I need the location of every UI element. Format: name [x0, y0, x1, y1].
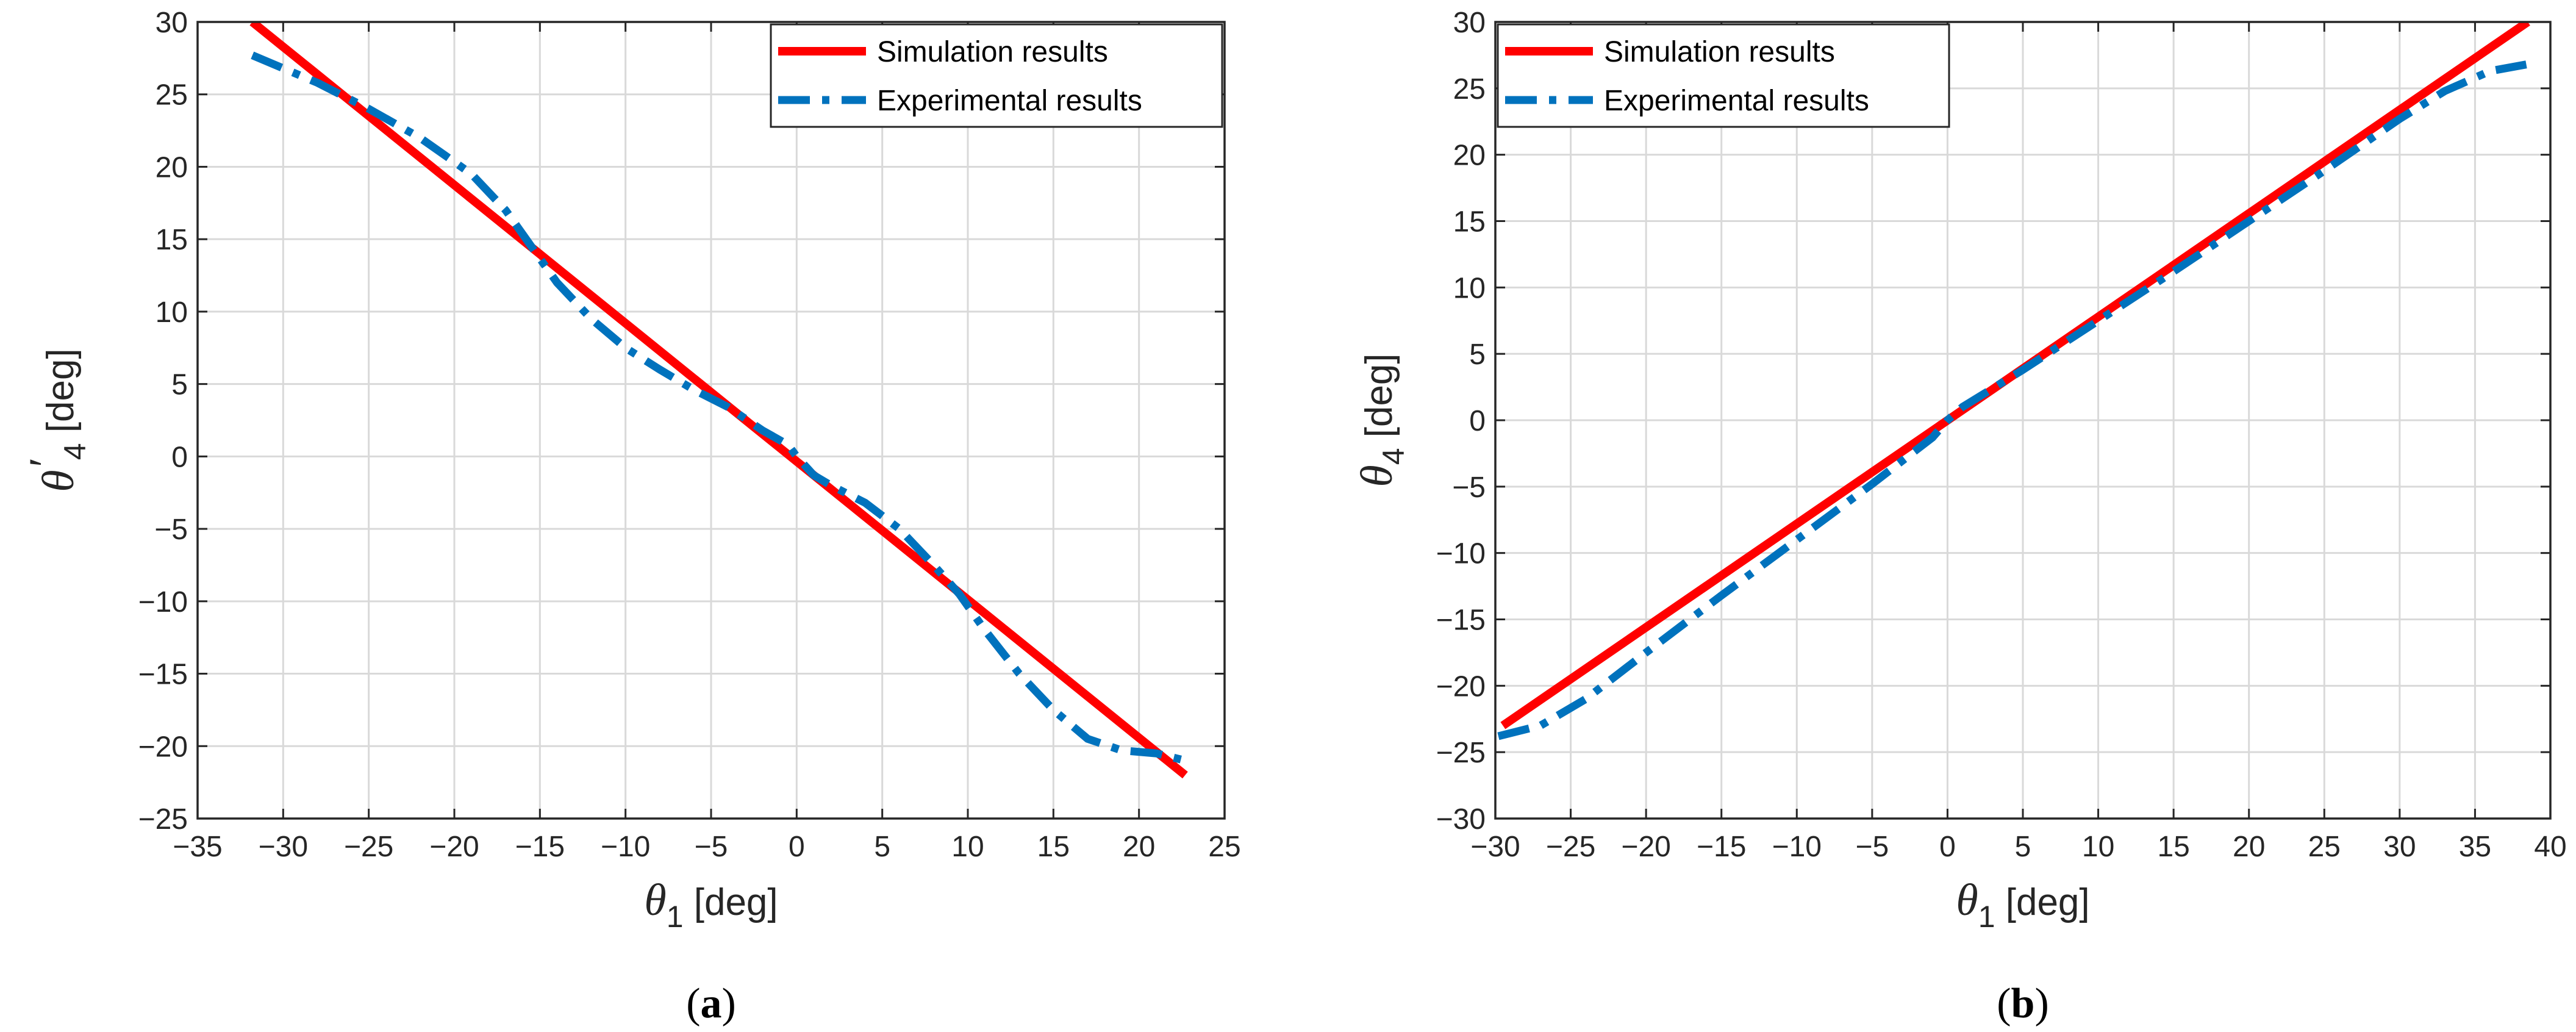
y-tick-label: 25: [156, 79, 188, 112]
y-tick-label: 10: [156, 296, 188, 329]
chart-panel-a: −35 −30 −25 −20 −15 −10 −5 0 5 10 15 20 25 −25 −20 −15 −…: [20, 7, 1241, 1027]
y-tick-label: −25: [1436, 737, 1486, 769]
x-tick-label: 25: [2308, 831, 2341, 863]
x-tick-label: 5: [874, 831, 890, 863]
legend-label: Simulation results: [877, 36, 1108, 68]
y-tick-label: −20: [138, 731, 188, 763]
x-tick-label: −30: [1470, 831, 1520, 863]
x-tick-label: 30: [2383, 831, 2416, 863]
x-tick-label: −20: [429, 831, 479, 863]
legend-label: Simulation results: [1604, 36, 1835, 68]
x-tick-label: −35: [173, 831, 222, 863]
y-tick-label: −30: [1436, 803, 1486, 836]
x-tick-label: 10: [2082, 831, 2114, 863]
y-tick-label: −15: [1436, 604, 1486, 637]
y-tick-label: 5: [171, 369, 188, 401]
x-tick-label: 5: [2015, 831, 2031, 863]
legend-label: Experimental results: [877, 85, 1142, 117]
x-tick-label: 0: [1939, 831, 1956, 863]
experimental-series-line: [251, 51, 1186, 765]
x-tick-label: 15: [2157, 831, 2189, 863]
legend-box: [1497, 23, 1950, 128]
y-axis-label: θ′4 [deg]: [20, 348, 92, 492]
y-tick-label: 5: [1469, 339, 1486, 371]
x-tick-label: −25: [1546, 831, 1595, 863]
legend-box: [770, 23, 1223, 128]
panel-label: (a): [686, 980, 736, 1027]
x-tick-label: −30: [259, 831, 308, 863]
x-tick-label: 40: [2534, 831, 2566, 863]
y-tick-label: 15: [1453, 206, 1486, 238]
y-tick-label: −20: [1436, 670, 1486, 703]
y-tick-label: −25: [138, 803, 188, 836]
x-axis-label: θ1 [deg]: [644, 875, 778, 934]
x-tick-label: −15: [1697, 831, 1746, 863]
y-tick-label: −10: [1436, 538, 1486, 570]
x-tick-label: −15: [515, 831, 565, 863]
y-tick-label: 0: [171, 441, 188, 473]
y-tick-label: 30: [156, 7, 188, 39]
y-tick-label: −15: [138, 659, 188, 691]
x-tick-label: 0: [789, 831, 805, 863]
x-axis-label: θ1 [deg]: [1956, 875, 2089, 934]
y-tick-label: 15: [156, 224, 188, 256]
x-tick-label: −20: [1621, 831, 1670, 863]
x-tick-label: 20: [1123, 831, 1155, 863]
x-tick-label: −10: [1772, 831, 1822, 863]
y-tick-label: −10: [138, 586, 188, 618]
y-tick-label: −5: [1452, 471, 1486, 504]
y-tick-label: 25: [1453, 73, 1486, 106]
y-axis-label: θ4 [deg]: [1352, 353, 1411, 487]
legend-label: Experimental results: [1604, 85, 1869, 117]
legend: Simulation results Experimental results: [1497, 23, 1950, 128]
y-tick-label: 10: [1453, 272, 1486, 304]
y-tick-label: −5: [154, 514, 188, 546]
y-tick-label: 20: [156, 151, 188, 184]
x-tick-label: 15: [1037, 831, 1070, 863]
x-tick-label: 20: [2233, 831, 2265, 863]
x-tick-label: −10: [601, 831, 650, 863]
chart-panel-b: −30 −25 −20 −15 −10 −5 0 5 10 15 20 25 30 35 40−30−25−…: [1352, 7, 2567, 1027]
y-tick-label: 30: [1453, 7, 1486, 39]
x-tick-label: 35: [2459, 831, 2491, 863]
x-tick-label: −5: [1855, 831, 1889, 863]
x-tick-label: −25: [344, 831, 393, 863]
x-tick-label: 25: [1208, 831, 1240, 863]
x-tick-label: −5: [695, 831, 728, 863]
x-tick-label: 10: [951, 831, 984, 863]
y-tick-label: 20: [1453, 140, 1486, 172]
panel-label: (b): [1997, 980, 2049, 1027]
legend: Simulation results Experimental results: [770, 23, 1223, 128]
y-tick-label: 0: [1469, 405, 1486, 437]
experimental-series-line: [1497, 60, 2527, 740]
